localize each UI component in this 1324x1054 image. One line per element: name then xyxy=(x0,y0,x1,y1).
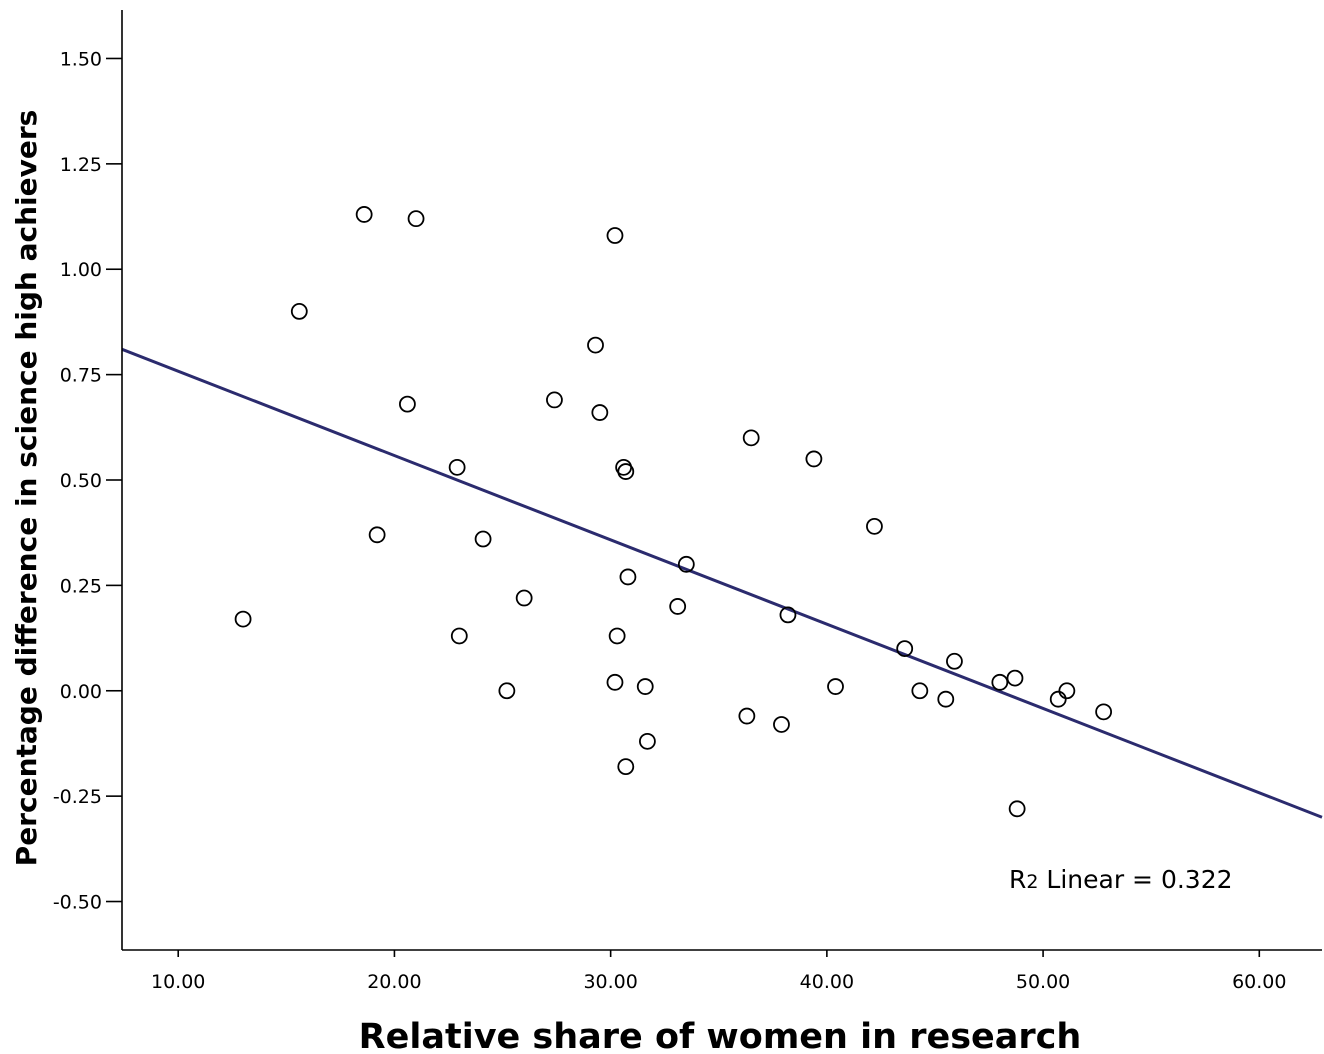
data-point xyxy=(450,627,468,645)
linear-fit-line xyxy=(121,347,1323,819)
y-tick-label: 0.75 xyxy=(60,365,102,387)
fit-line-layer xyxy=(121,347,1323,819)
y-ticks: 1.50 1.25 1.00 0.75 0.50 0.25 0.00 -0.25 -0.50 xyxy=(53,48,122,914)
r-squared-prefix: R xyxy=(1009,865,1026,894)
data-point xyxy=(546,391,563,409)
data-point xyxy=(827,678,844,695)
data-point xyxy=(617,758,635,776)
y-tick-label: 0.50 xyxy=(60,470,102,492)
data-point xyxy=(636,678,654,695)
data-point xyxy=(738,707,756,725)
data-point xyxy=(617,463,635,480)
data-point xyxy=(498,682,516,700)
data-point xyxy=(742,429,760,447)
data-point xyxy=(234,610,252,628)
data-point xyxy=(639,732,656,750)
x-ticks: 10.00 20.00 30.00 40.00 50.00 60.00 xyxy=(151,950,1287,993)
data-point xyxy=(866,517,883,535)
y-tick-label: 0.25 xyxy=(60,575,102,597)
data-point xyxy=(448,458,466,476)
data-point xyxy=(805,450,823,468)
axes-layer xyxy=(121,10,1322,951)
points-layer xyxy=(234,206,1113,818)
data-point xyxy=(1006,669,1024,687)
r-squared-subscript: 2 xyxy=(1026,871,1038,893)
data-point xyxy=(1008,800,1026,818)
data-point xyxy=(896,640,914,658)
x-tick-label: 60.00 xyxy=(1232,971,1286,993)
data-point xyxy=(911,682,929,700)
data-point xyxy=(991,673,1009,691)
y-axis-title: Percentage difference in science high ac… xyxy=(10,110,43,867)
x-tick-label: 20.00 xyxy=(367,971,421,993)
data-point xyxy=(1049,690,1067,708)
data-point xyxy=(606,673,624,691)
data-point xyxy=(591,404,609,421)
data-point xyxy=(619,568,637,586)
data-point xyxy=(773,716,790,733)
data-point xyxy=(399,395,416,413)
data-point xyxy=(587,336,604,354)
data-point xyxy=(368,526,386,544)
y-tick-label: 1.00 xyxy=(60,259,102,281)
data-point xyxy=(779,606,797,624)
x-axis-title: Relative share of women in research xyxy=(359,1017,1082,1054)
x-tick-label: 10.00 xyxy=(151,971,205,993)
data-point xyxy=(290,302,308,320)
x-tick-label: 50.00 xyxy=(1016,971,1070,993)
data-point xyxy=(1095,703,1113,721)
data-point xyxy=(606,227,624,244)
data-point xyxy=(946,652,963,670)
r-squared-text: Linear = 0.322 xyxy=(1038,865,1232,894)
data-point xyxy=(937,690,955,708)
data-point xyxy=(677,555,695,573)
y-tick-label: 1.25 xyxy=(60,154,102,176)
x-tick-label: 40.00 xyxy=(800,971,854,993)
data-point xyxy=(355,206,373,223)
data-point xyxy=(407,210,425,228)
x-tick-label: 30.00 xyxy=(583,971,637,993)
data-point xyxy=(515,589,533,607)
data-point xyxy=(1058,682,1076,700)
data-point xyxy=(669,598,687,615)
y-tick-label: 1.50 xyxy=(60,48,102,70)
y-tick-label: 0.00 xyxy=(60,681,102,703)
r-squared-annotation: R2 Linear = 0.322 xyxy=(1009,865,1233,894)
y-tick-label: -0.25 xyxy=(53,786,102,808)
y-tick-label: -0.50 xyxy=(53,892,102,914)
data-point xyxy=(608,627,626,645)
data-point xyxy=(474,530,492,548)
